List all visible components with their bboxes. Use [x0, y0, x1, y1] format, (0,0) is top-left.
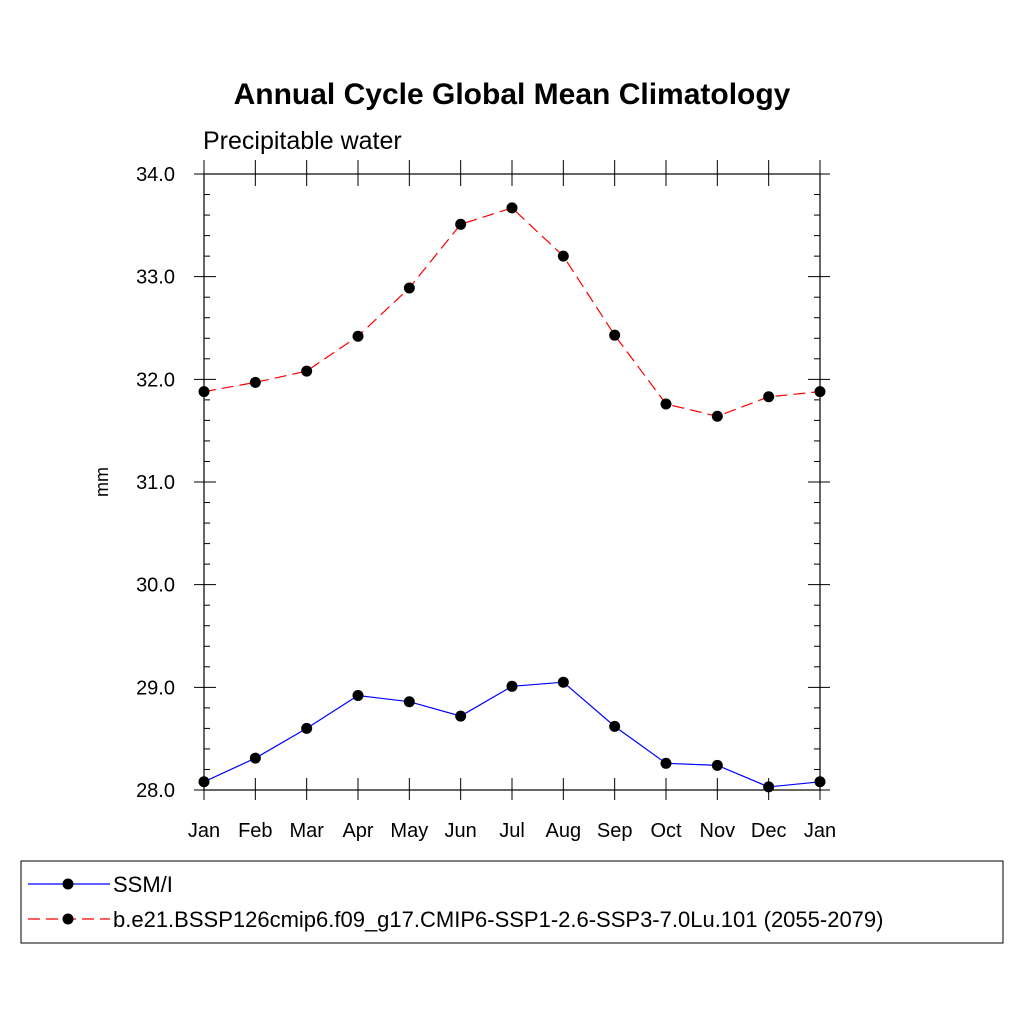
x-tick-label: Jan: [188, 820, 220, 842]
major-ticks: [194, 160, 830, 800]
series-2-point: [763, 391, 775, 403]
series-2-point: [455, 218, 467, 230]
x-tick-label: Jul: [499, 820, 525, 842]
x-tick-label: Mar: [289, 820, 324, 842]
series-2-point: [249, 376, 261, 388]
y-axis-label: mm: [92, 467, 112, 497]
series-line-1: [203, 681, 821, 788]
legend-label-1: SSM/I: [113, 872, 173, 897]
series-1-point: [455, 710, 467, 722]
series-1-point: [660, 757, 672, 769]
series-2-point: [609, 329, 621, 341]
y-tick-label: 34.0: [136, 164, 175, 186]
series-1-point: [249, 752, 261, 764]
y-tick-label: 30.0: [136, 575, 175, 597]
y-tick-label: 28.0: [136, 780, 175, 802]
series-2-point: [711, 410, 723, 422]
series-1-point: [763, 781, 775, 793]
x-tick-label: Apr: [342, 820, 373, 842]
minor-ticks: [204, 194, 820, 770]
series-2-point: [352, 330, 364, 342]
x-tick-label: Feb: [238, 820, 272, 842]
series-1-point: [352, 690, 364, 702]
series-layer: [198, 202, 826, 793]
x-tick-label: Jun: [445, 820, 477, 842]
x-tick-label: May: [390, 820, 428, 842]
legend-marker-2: [62, 913, 74, 925]
series-line-2: [203, 207, 821, 417]
x-tick-label: Nov: [700, 820, 736, 842]
legend-label-2: b.e21.BSSP126cmip6.f09_g17.CMIP6-SSP1-2.…: [113, 907, 883, 932]
y-tick-label: 31.0: [136, 472, 175, 494]
series-1-point: [557, 676, 569, 688]
series-2-point: [403, 282, 415, 294]
series-2-point: [301, 365, 313, 377]
x-tick-label: Oct: [650, 820, 682, 842]
x-tick-label: Sep: [597, 820, 633, 842]
y-tick-label: 33.0: [136, 267, 175, 289]
y-tick-labels: 28.0 29.0 30.0 31.0 32.0 33.0 34.0: [136, 164, 175, 802]
chart-title: Annual Cycle Global Mean Climatology: [234, 78, 791, 111]
series-1-point: [506, 680, 518, 692]
x-tick-label: Dec: [751, 820, 787, 842]
legend-box: [20, 860, 1004, 944]
series-1-point: [403, 696, 415, 708]
series-2-point: [506, 202, 518, 214]
series-1-point: [301, 722, 313, 734]
x-tick-label: Aug: [546, 820, 582, 842]
y-tick-label: 32.0: [136, 369, 175, 391]
series-1-point: [711, 759, 723, 771]
chart-subtitle: Precipitable water: [203, 127, 402, 155]
plot-frame: [203, 173, 821, 791]
legend-marker-1: [62, 878, 74, 890]
x-tick-labels: Jan Feb Mar Apr May Jun Jul Aug Sep Oct Nov Dec Jan: [188, 820, 836, 842]
series-2-point: [660, 398, 672, 410]
series-2-point: [557, 250, 569, 262]
legend: SSM/I b.e21.BSSP126cmip6.f09_g17.CMIP6-SS…: [28, 872, 883, 932]
y-tick-label: 29.0: [136, 677, 175, 699]
x-tick-label: Jan: [804, 820, 836, 842]
series-1-point: [609, 720, 621, 732]
